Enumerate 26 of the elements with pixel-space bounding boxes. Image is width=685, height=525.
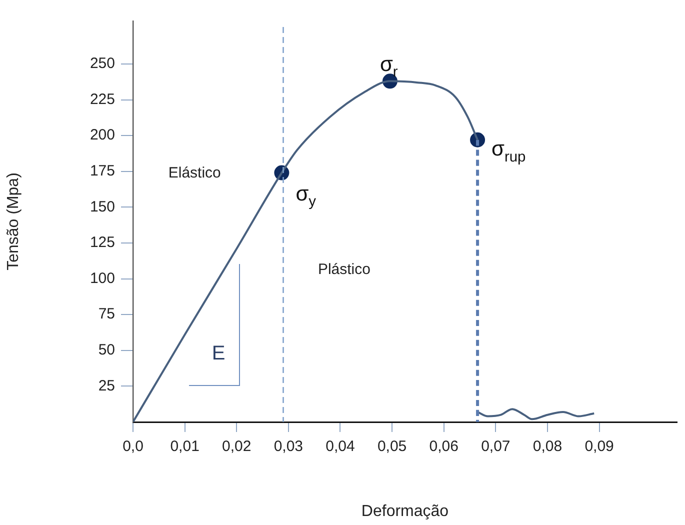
y-tick-label: 175: [90, 162, 115, 180]
y-tick-label: 25: [98, 377, 115, 394]
line-series: [476, 408, 596, 420]
x-tick-label: 0,07: [481, 438, 510, 456]
x-tick-label: 0,0: [122, 438, 144, 456]
x-axis-title: Deformação: [361, 502, 449, 520]
y-axis-title: Tensão (Mpa): [5, 172, 22, 270]
annotation: E: [212, 342, 226, 364]
y-tick-label: 150: [90, 198, 115, 216]
x-tick-label: 0,01: [170, 438, 200, 456]
x-tick-label: 0,09: [584, 438, 614, 456]
x-tick-label: 0,02: [222, 438, 252, 456]
x-tick-label: 0,03: [274, 438, 304, 456]
x-tick-label: 0,08: [532, 438, 562, 456]
y-tick-label: 200: [90, 126, 115, 144]
y-tick-label: 75: [98, 306, 115, 323]
x-tick-label: 0,06: [429, 438, 458, 456]
y-tick-label: 125: [90, 234, 115, 252]
y-tick-label: 225: [90, 90, 115, 108]
y-tick-label: 250: [90, 55, 115, 72]
annotation: Elástico: [168, 164, 221, 182]
annotation: Plástico: [318, 260, 370, 278]
x-tick-label: 0,05: [377, 438, 407, 456]
y-tick-label: 100: [90, 270, 115, 287]
x-tick-label: 0,04: [326, 438, 355, 456]
y-tick-label: 50: [98, 342, 115, 359]
